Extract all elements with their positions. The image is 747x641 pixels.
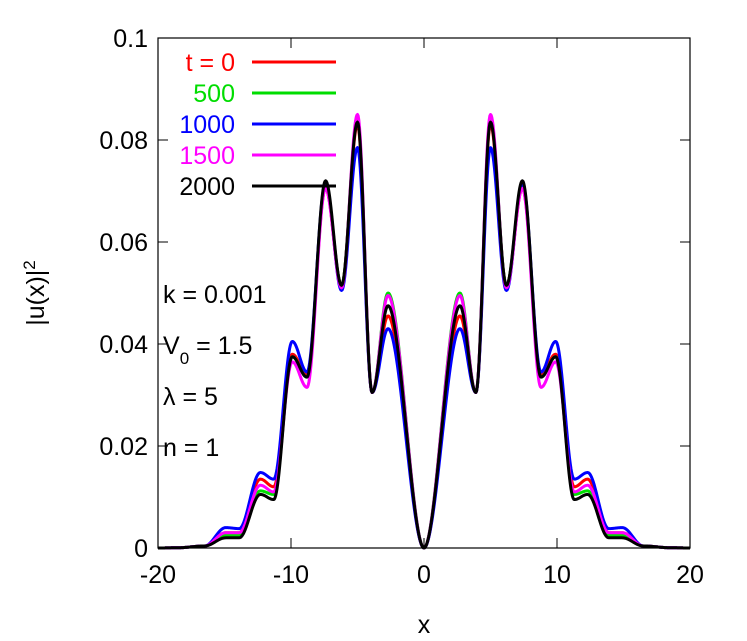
x-tick-label: 0	[417, 561, 431, 589]
x-tick-label: -10	[273, 561, 309, 589]
legend-label: t = 0	[186, 49, 235, 77]
x-tick-label: -20	[140, 561, 176, 589]
y-axis-label: |u(x)|2	[20, 260, 51, 326]
y-tick-label: 0.02	[99, 433, 148, 461]
y-axis-label-sup: 2	[20, 260, 39, 269]
legend: t = 0 500 1000 1500 2000	[179, 49, 336, 201]
legend-label: 1500	[179, 142, 235, 170]
annotation-n: n = 1	[163, 434, 219, 462]
y-tick-label: 0.04	[99, 331, 148, 359]
annotation-lambda: λ = 5	[163, 383, 218, 411]
annotation-v0-prefix: V	[163, 332, 180, 360]
annotation-k: k = 0.001	[163, 281, 267, 309]
annotation-v0-sub: 0	[180, 349, 189, 368]
x-tick-label: 20	[676, 561, 704, 589]
y-tick-label: 0.1	[113, 25, 148, 53]
legend-label: 1000	[179, 111, 235, 139]
annotation-v0: V0 = 1.5	[163, 332, 252, 368]
annotation-v0-suffix: = 1.5	[189, 332, 252, 360]
x-axis-label: x	[418, 611, 431, 639]
legend-label: 500	[193, 80, 235, 108]
y-tick-label: 0.06	[99, 229, 148, 257]
y-axis-label-group: |u(x)|2	[20, 260, 51, 326]
y-tick-label: 0	[134, 535, 148, 563]
x-tick-label: 10	[543, 561, 571, 589]
y-tick-label: 0.08	[99, 127, 148, 155]
legend-label: 2000	[179, 173, 235, 201]
y-axis-label-base: |u(x)|	[22, 270, 50, 326]
tick-layer: -20 -10 0 10 20 0 0.02 0.04 0.06 0.08 0.1	[99, 25, 704, 589]
